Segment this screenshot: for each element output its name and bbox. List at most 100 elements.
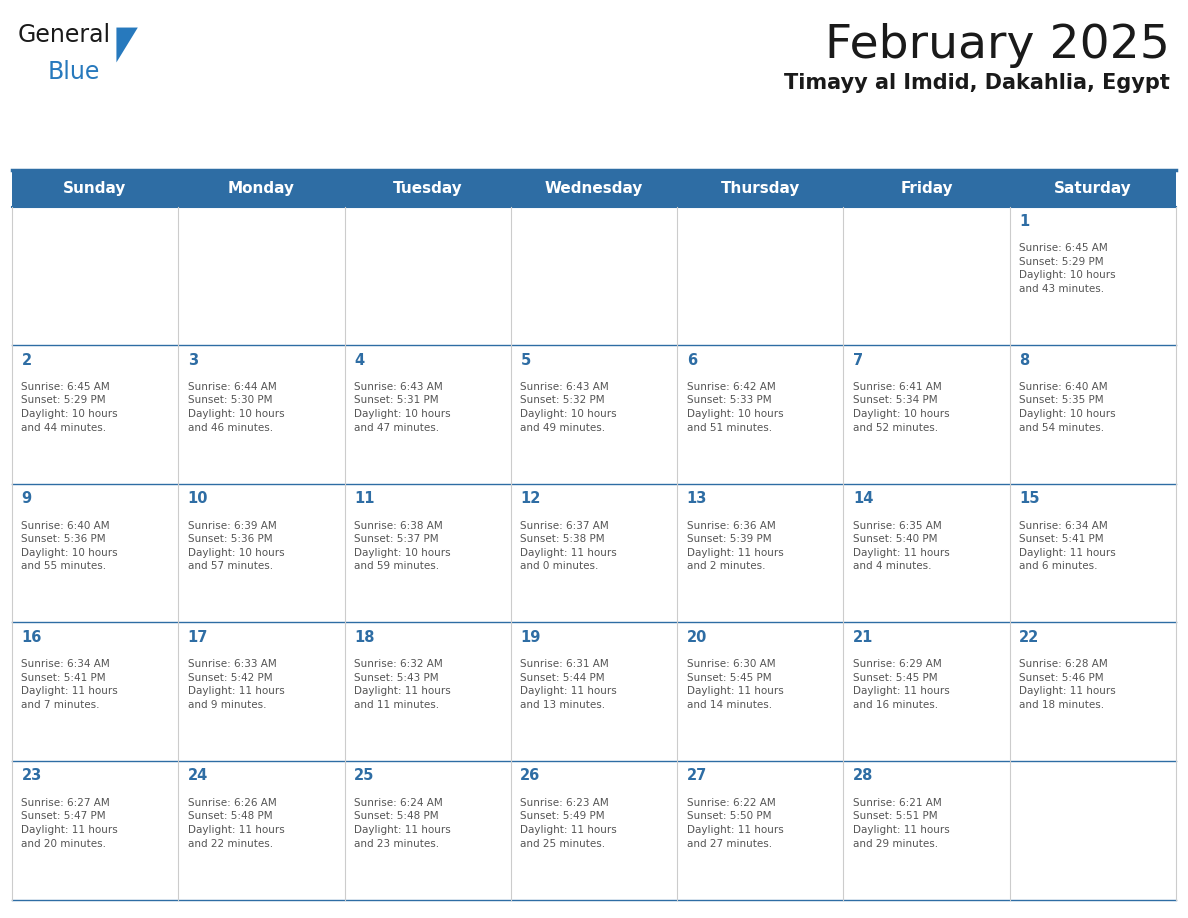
Text: Sunrise: 6:34 AM
Sunset: 5:41 PM
Daylight: 11 hours
and 7 minutes.: Sunrise: 6:34 AM Sunset: 5:41 PM Dayligh…: [21, 659, 118, 710]
Bar: [1010, 345, 1176, 484]
Text: 21: 21: [853, 630, 873, 644]
Text: 25: 25: [354, 768, 374, 783]
Text: 24: 24: [188, 768, 208, 783]
Bar: [677, 622, 843, 761]
Text: 22: 22: [1019, 630, 1040, 644]
Bar: [843, 345, 1010, 484]
Bar: [12, 207, 178, 345]
Text: 7: 7: [853, 353, 864, 367]
Text: 14: 14: [853, 491, 873, 506]
Text: Sunrise: 6:44 AM
Sunset: 5:30 PM
Daylight: 10 hours
and 46 minutes.: Sunrise: 6:44 AM Sunset: 5:30 PM Dayligh…: [188, 382, 284, 432]
Text: Sunrise: 6:26 AM
Sunset: 5:48 PM
Daylight: 11 hours
and 22 minutes.: Sunrise: 6:26 AM Sunset: 5:48 PM Dayligh…: [188, 798, 284, 848]
Bar: [178, 345, 345, 484]
Text: 27: 27: [687, 768, 707, 783]
Text: 6: 6: [687, 353, 697, 367]
Bar: [12, 170, 1176, 207]
Text: Sunrise: 6:42 AM
Sunset: 5:33 PM
Daylight: 10 hours
and 51 minutes.: Sunrise: 6:42 AM Sunset: 5:33 PM Dayligh…: [687, 382, 783, 432]
Text: Sunrise: 6:41 AM
Sunset: 5:34 PM
Daylight: 10 hours
and 52 minutes.: Sunrise: 6:41 AM Sunset: 5:34 PM Dayligh…: [853, 382, 949, 432]
Text: Sunrise: 6:34 AM
Sunset: 5:41 PM
Daylight: 11 hours
and 6 minutes.: Sunrise: 6:34 AM Sunset: 5:41 PM Dayligh…: [1019, 521, 1116, 571]
Text: Sunrise: 6:21 AM
Sunset: 5:51 PM
Daylight: 11 hours
and 29 minutes.: Sunrise: 6:21 AM Sunset: 5:51 PM Dayligh…: [853, 798, 949, 848]
Text: Monday: Monday: [228, 181, 295, 196]
Bar: [12, 622, 178, 761]
Text: 18: 18: [354, 630, 374, 644]
Text: 12: 12: [520, 491, 541, 506]
Text: Sunrise: 6:30 AM
Sunset: 5:45 PM
Daylight: 11 hours
and 14 minutes.: Sunrise: 6:30 AM Sunset: 5:45 PM Dayligh…: [687, 659, 783, 710]
Text: Saturday: Saturday: [1054, 181, 1132, 196]
Text: 13: 13: [687, 491, 707, 506]
Text: Sunrise: 6:40 AM
Sunset: 5:35 PM
Daylight: 10 hours
and 54 minutes.: Sunrise: 6:40 AM Sunset: 5:35 PM Dayligh…: [1019, 382, 1116, 432]
Bar: [1010, 761, 1176, 900]
Text: Sunrise: 6:45 AM
Sunset: 5:29 PM
Daylight: 10 hours
and 43 minutes.: Sunrise: 6:45 AM Sunset: 5:29 PM Dayligh…: [1019, 243, 1116, 294]
Text: 17: 17: [188, 630, 208, 644]
Text: Sunrise: 6:40 AM
Sunset: 5:36 PM
Daylight: 10 hours
and 55 minutes.: Sunrise: 6:40 AM Sunset: 5:36 PM Dayligh…: [21, 521, 118, 571]
Bar: [345, 761, 511, 900]
Text: Wednesday: Wednesday: [545, 181, 643, 196]
Bar: [843, 761, 1010, 900]
Text: Blue: Blue: [48, 60, 100, 84]
Text: 5: 5: [520, 353, 531, 367]
Bar: [178, 484, 345, 622]
Bar: [511, 484, 677, 622]
Text: 3: 3: [188, 353, 198, 367]
Bar: [511, 761, 677, 900]
Text: 9: 9: [21, 491, 32, 506]
Bar: [843, 207, 1010, 345]
Text: 16: 16: [21, 630, 42, 644]
Text: 11: 11: [354, 491, 374, 506]
Bar: [345, 345, 511, 484]
Text: 1: 1: [1019, 214, 1030, 229]
Text: 23: 23: [21, 768, 42, 783]
Text: Sunrise: 6:35 AM
Sunset: 5:40 PM
Daylight: 11 hours
and 4 minutes.: Sunrise: 6:35 AM Sunset: 5:40 PM Dayligh…: [853, 521, 949, 571]
Text: Sunrise: 6:36 AM
Sunset: 5:39 PM
Daylight: 11 hours
and 2 minutes.: Sunrise: 6:36 AM Sunset: 5:39 PM Dayligh…: [687, 521, 783, 571]
Bar: [511, 345, 677, 484]
Bar: [178, 622, 345, 761]
Text: Thursday: Thursday: [721, 181, 800, 196]
Bar: [677, 207, 843, 345]
Bar: [1010, 207, 1176, 345]
Text: Sunrise: 6:32 AM
Sunset: 5:43 PM
Daylight: 11 hours
and 11 minutes.: Sunrise: 6:32 AM Sunset: 5:43 PM Dayligh…: [354, 659, 450, 710]
Text: Sunrise: 6:28 AM
Sunset: 5:46 PM
Daylight: 11 hours
and 18 minutes.: Sunrise: 6:28 AM Sunset: 5:46 PM Dayligh…: [1019, 659, 1116, 710]
Text: Timayy al Imdid, Dakahlia, Egypt: Timayy al Imdid, Dakahlia, Egypt: [784, 73, 1170, 94]
Text: Sunrise: 6:31 AM
Sunset: 5:44 PM
Daylight: 11 hours
and 13 minutes.: Sunrise: 6:31 AM Sunset: 5:44 PM Dayligh…: [520, 659, 617, 710]
Bar: [677, 345, 843, 484]
Text: General: General: [18, 23, 110, 47]
Text: Sunrise: 6:27 AM
Sunset: 5:47 PM
Daylight: 11 hours
and 20 minutes.: Sunrise: 6:27 AM Sunset: 5:47 PM Dayligh…: [21, 798, 118, 848]
Text: 4: 4: [354, 353, 365, 367]
Bar: [12, 761, 178, 900]
Text: Sunrise: 6:45 AM
Sunset: 5:29 PM
Daylight: 10 hours
and 44 minutes.: Sunrise: 6:45 AM Sunset: 5:29 PM Dayligh…: [21, 382, 118, 432]
Text: 15: 15: [1019, 491, 1040, 506]
Bar: [178, 761, 345, 900]
Bar: [1010, 484, 1176, 622]
Text: 20: 20: [687, 630, 707, 644]
Text: Sunrise: 6:43 AM
Sunset: 5:31 PM
Daylight: 10 hours
and 47 minutes.: Sunrise: 6:43 AM Sunset: 5:31 PM Dayligh…: [354, 382, 450, 432]
Text: Sunrise: 6:23 AM
Sunset: 5:49 PM
Daylight: 11 hours
and 25 minutes.: Sunrise: 6:23 AM Sunset: 5:49 PM Dayligh…: [520, 798, 617, 848]
Text: Friday: Friday: [901, 181, 953, 196]
Text: February 2025: February 2025: [826, 23, 1170, 68]
Text: Sunrise: 6:39 AM
Sunset: 5:36 PM
Daylight: 10 hours
and 57 minutes.: Sunrise: 6:39 AM Sunset: 5:36 PM Dayligh…: [188, 521, 284, 571]
Bar: [677, 484, 843, 622]
Text: 2: 2: [21, 353, 32, 367]
Bar: [1010, 622, 1176, 761]
Text: Sunrise: 6:38 AM
Sunset: 5:37 PM
Daylight: 10 hours
and 59 minutes.: Sunrise: 6:38 AM Sunset: 5:37 PM Dayligh…: [354, 521, 450, 571]
Bar: [12, 345, 178, 484]
Text: Sunrise: 6:24 AM
Sunset: 5:48 PM
Daylight: 11 hours
and 23 minutes.: Sunrise: 6:24 AM Sunset: 5:48 PM Dayligh…: [354, 798, 450, 848]
Polygon shape: [116, 28, 138, 62]
Text: 8: 8: [1019, 353, 1030, 367]
Text: 28: 28: [853, 768, 873, 783]
Text: Sunday: Sunday: [63, 181, 127, 196]
Text: Sunrise: 6:43 AM
Sunset: 5:32 PM
Daylight: 10 hours
and 49 minutes.: Sunrise: 6:43 AM Sunset: 5:32 PM Dayligh…: [520, 382, 617, 432]
Bar: [677, 761, 843, 900]
Bar: [12, 484, 178, 622]
Text: Sunrise: 6:33 AM
Sunset: 5:42 PM
Daylight: 11 hours
and 9 minutes.: Sunrise: 6:33 AM Sunset: 5:42 PM Dayligh…: [188, 659, 284, 710]
Text: Tuesday: Tuesday: [393, 181, 462, 196]
Text: 26: 26: [520, 768, 541, 783]
Bar: [345, 207, 511, 345]
Bar: [511, 622, 677, 761]
Text: Sunrise: 6:29 AM
Sunset: 5:45 PM
Daylight: 11 hours
and 16 minutes.: Sunrise: 6:29 AM Sunset: 5:45 PM Dayligh…: [853, 659, 949, 710]
Text: Sunrise: 6:22 AM
Sunset: 5:50 PM
Daylight: 11 hours
and 27 minutes.: Sunrise: 6:22 AM Sunset: 5:50 PM Dayligh…: [687, 798, 783, 848]
Bar: [511, 207, 677, 345]
Text: Sunrise: 6:37 AM
Sunset: 5:38 PM
Daylight: 11 hours
and 0 minutes.: Sunrise: 6:37 AM Sunset: 5:38 PM Dayligh…: [520, 521, 617, 571]
Bar: [345, 484, 511, 622]
Bar: [178, 207, 345, 345]
Text: 19: 19: [520, 630, 541, 644]
